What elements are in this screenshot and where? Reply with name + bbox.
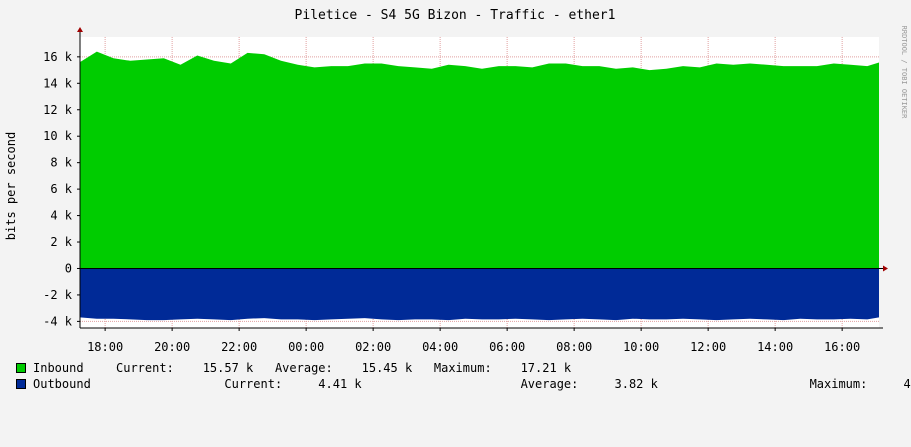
legend-swatch-inbound bbox=[16, 363, 26, 373]
y-tick-label-5: 6 k bbox=[50, 182, 72, 196]
y-tick-label-0: 16 k bbox=[43, 50, 73, 64]
x-tick-label-8: 10:00 bbox=[623, 340, 659, 354]
rrdtool-watermark: RRDTOOL / TOBI OETIKER bbox=[900, 26, 908, 120]
y-tick-label-10: -4 k bbox=[43, 314, 73, 328]
x-tick-label-2: 22:00 bbox=[221, 340, 257, 354]
x-tick-label-3: 00:00 bbox=[288, 340, 324, 354]
y-tick-label-1: 14 k bbox=[43, 76, 73, 90]
y-axis-label: bits per second bbox=[4, 132, 18, 240]
traffic-chart: 16 k 14 k 12 k 10 k 8 k 6 k 4 k 2 k 0 -2 k -4 k 18:… bbox=[4, 8, 911, 391]
x-tick-label-0: 18:00 bbox=[87, 340, 123, 354]
y-tick-label-8: 0 bbox=[65, 261, 72, 275]
x-axis-arrow bbox=[883, 265, 888, 272]
y-tick-label-4: 8 k bbox=[50, 156, 72, 170]
x-tick-label-11: 16:00 bbox=[824, 340, 860, 354]
legend-swatch-outbound bbox=[16, 379, 26, 389]
legend-stats-outbound: Current: 4.41 k Average: 3.82 k Maximum:… bbox=[116, 377, 911, 391]
legend-row-outbound: Outbound Current: 4.41 k Average: 3.82 k… bbox=[16, 377, 911, 391]
legend-label-outbound: Outbound bbox=[33, 377, 91, 391]
x-tick-label-4: 02:00 bbox=[355, 340, 391, 354]
y-tick-label-6: 4 k bbox=[50, 209, 72, 223]
legend-row-inbound: Inbound Current: 15.57 k Average: 15.45 … bbox=[16, 361, 571, 375]
x-tick-label-5: 04:00 bbox=[422, 340, 458, 354]
x-tick-label-7: 08:00 bbox=[556, 340, 592, 354]
traffic-chart-canvas: 16 k 14 k 12 k 10 k 8 k 6 k 4 k 2 k 0 -2 k -4 k 18:… bbox=[4, 8, 908, 354]
legend-stats-inbound: Current: 15.57 k Average: 15.45 k Maximu… bbox=[116, 361, 572, 375]
y-tick-label-3: 10 k bbox=[43, 129, 73, 143]
x-tick-label-10: 14:00 bbox=[757, 340, 793, 354]
series-area-outbound bbox=[80, 268, 879, 321]
series-area-inbound bbox=[80, 51, 879, 269]
x-tick-label-1: 20:00 bbox=[154, 340, 190, 354]
chart-title: Piletice - S4 5G Bizon - Traffic - ether… bbox=[295, 8, 616, 23]
legend-label-inbound: Inbound bbox=[33, 361, 84, 375]
y-tick-label-9: -2 k bbox=[43, 288, 73, 302]
y-tick-label-2: 12 k bbox=[43, 103, 73, 117]
x-tick-label-6: 06:00 bbox=[489, 340, 525, 354]
y-axis-arrow bbox=[77, 27, 83, 32]
y-tick-label-7: 2 k bbox=[50, 235, 72, 249]
x-tick-label-9: 12:00 bbox=[690, 340, 726, 354]
